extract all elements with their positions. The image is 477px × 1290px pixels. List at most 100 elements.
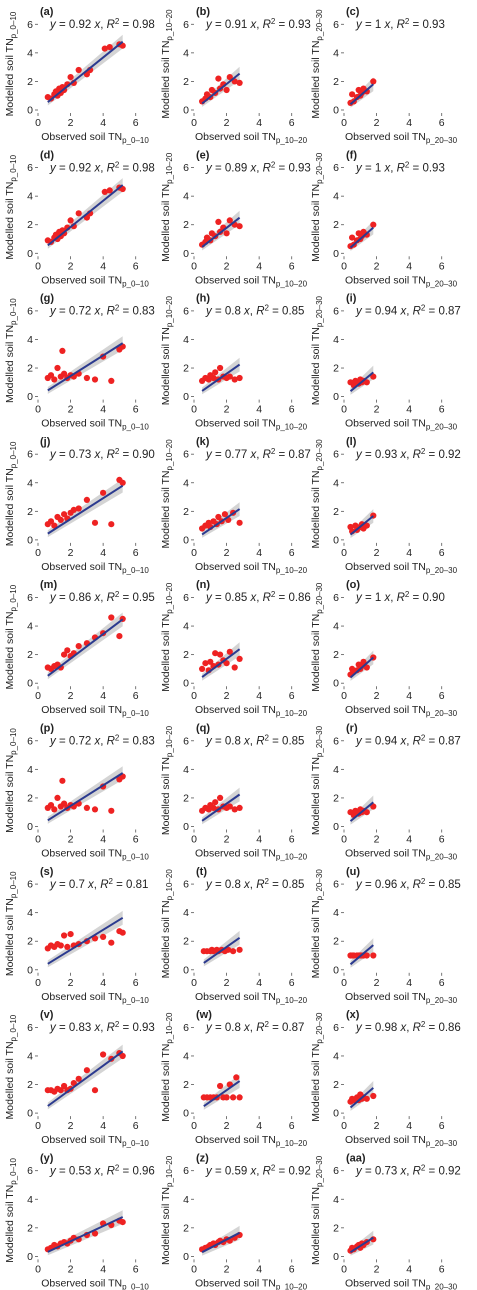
fit-line — [47, 916, 124, 965]
y-axis-label: Modelled soil TNp_0–10 — [4, 298, 18, 403]
x-tick-label: 6 — [133, 1263, 139, 1275]
x-tick-label: 2 — [224, 690, 230, 702]
data-point — [51, 376, 58, 383]
regression-equation: y = 1 x, R2 = 0.93 — [355, 160, 445, 174]
data-point — [57, 516, 64, 524]
x-tick-label: 2 — [68, 977, 74, 989]
x-tick-label: 6 — [133, 404, 139, 416]
x-tick-label: 2 — [374, 1120, 380, 1132]
x-axis-label: Observed soil TNp_20–30 — [345, 1134, 458, 1148]
panel-c: 0 2 4 6 0 2 4 6 (c)y = 1 x, R2 = 0.93 Observed so… — [310, 6, 458, 145]
data-point — [106, 44, 113, 51]
y-tick-label: 6 — [183, 592, 189, 604]
y-tick-label: 6 — [333, 735, 339, 747]
fit-line — [349, 515, 374, 536]
x-tick-label: 2 — [68, 117, 74, 129]
y-tick-label: 0 — [183, 1108, 189, 1120]
panel-label: (t) — [196, 866, 207, 878]
panel-label: (p) — [40, 723, 54, 735]
panel-i: 0 2 4 6 0 2 4 6 (i)y = 0.94 x, R2 = 0.87 Observed… — [310, 293, 461, 432]
data-point — [226, 648, 233, 655]
x-tick-label: 6 — [133, 547, 139, 559]
y-tick-label: 6 — [183, 1022, 189, 1034]
panel-label: (s) — [40, 866, 54, 878]
data-point — [215, 513, 222, 521]
data-point — [54, 794, 61, 802]
x-tick-label: 0 — [191, 404, 197, 416]
data-point — [226, 217, 233, 224]
data-point — [75, 66, 82, 74]
data-point — [217, 1082, 224, 1090]
y-tick-label: 0 — [333, 248, 339, 260]
x-axis-label: Observed soil TNp_20–30 — [345, 131, 458, 145]
y-tick-label: 2 — [333, 219, 339, 231]
y-tick-label: 2 — [333, 649, 339, 661]
y-tick-label: 4 — [27, 1050, 33, 1062]
x-tick-label: 2 — [224, 260, 230, 272]
x-tick-label: 4 — [100, 260, 106, 272]
regression-equation: y = 0.94 x, R2 = 0.87 — [355, 304, 461, 318]
y-tick-label: 6 — [27, 1022, 33, 1034]
fit-line — [349, 226, 374, 249]
regression-equation: y = 0.8 x, R2 = 0.85 — [205, 734, 304, 748]
x-tick-label: 0 — [341, 1120, 347, 1132]
y-axis-label: Modelled soil TNp_20–30 — [310, 725, 324, 835]
data-point — [236, 946, 243, 953]
panel-label: (m) — [40, 579, 57, 591]
data-point — [202, 660, 209, 667]
y-tick-label: 6 — [183, 1165, 189, 1177]
fit-line — [201, 648, 241, 678]
fit-line — [47, 342, 124, 392]
x-tick-label: 6 — [439, 260, 445, 272]
panel-q: 0 2 4 6 0 2 4 6 (q)y = 0.8 x, R2 = 0.85 Observed … — [160, 723, 308, 862]
panel-w: 0 2 4 6 0 2 4 6 (w)y = 0.8 x, R2 = 0.87 Observed … — [160, 1009, 308, 1148]
x-tick-label: 4 — [256, 260, 262, 272]
y-axis-label: Modelled soil TNp_0–10 — [4, 1157, 18, 1262]
y-axis-label: Modelled soil TNp_10–20 — [160, 1012, 174, 1122]
y-tick-label: 2 — [183, 1222, 189, 1234]
y-tick-label: 6 — [27, 879, 33, 891]
y-tick-label: 0 — [333, 821, 339, 833]
y-tick-label: 4 — [27, 1194, 33, 1206]
x-tick-label: 2 — [68, 260, 74, 272]
panel-l: 0 2 4 6 0 2 4 6 (l)y = 0.93 x, R2 = 0.92 Observed… — [310, 436, 461, 575]
y-axis-label: Modelled soil TNp_10–20 — [160, 439, 174, 549]
x-axis-label: Observed soil TNp_0–10 — [41, 561, 149, 575]
data-point — [236, 519, 243, 526]
y-tick-label: 2 — [183, 219, 189, 231]
data-point — [223, 86, 230, 94]
fit-line — [201, 1231, 241, 1254]
y-tick-label: 4 — [27, 907, 33, 919]
data-point — [61, 800, 68, 807]
data-point — [230, 948, 237, 955]
x-axis-label: Observed soil TNp_0–10 — [41, 1134, 149, 1148]
data-point — [236, 374, 243, 382]
y-tick-label: 4 — [333, 477, 339, 489]
y-tick-label: 6 — [27, 162, 33, 174]
x-axis-label: Observed soil TNp_0–10 — [41, 704, 149, 718]
panel-h: 0 2 4 6 0 2 4 6 (h)y = 0.8 x, R2 = 0.85 Observed … — [160, 293, 308, 432]
y-tick-label: 4 — [27, 47, 33, 59]
panel-label: (c) — [346, 6, 360, 18]
y-axis-label: Modelled soil TNp_20–30 — [310, 295, 324, 405]
panel-d: 0 2 4 6 0 2 4 6 (d)y = 0.92 x, R2 = 0.98 Observed… — [4, 149, 155, 288]
data-point — [83, 496, 90, 503]
panel-label: (k) — [196, 436, 210, 448]
data-point — [236, 223, 243, 230]
fit-line — [349, 656, 374, 679]
data-point — [108, 939, 115, 946]
data-point — [59, 347, 66, 354]
y-tick-label: 2 — [27, 1079, 33, 1091]
data-point — [75, 643, 82, 650]
y-tick-label: 4 — [333, 1050, 339, 1062]
y-tick-label: 2 — [27, 1222, 33, 1234]
y-tick-label: 4 — [183, 334, 189, 346]
x-axis-label: Observed soil TNp_0–10 — [41, 131, 149, 145]
y-tick-label: 0 — [183, 1251, 189, 1263]
x-tick-label: 0 — [191, 690, 197, 702]
y-axis-label: Modelled soil TNp_0–10 — [4, 154, 18, 259]
panel-label: (l) — [346, 436, 357, 448]
x-axis-label: Observed soil TNp_10–20 — [195, 1277, 308, 1290]
data-point — [231, 376, 238, 383]
regression-equation: y = 0.72 x, R2 = 0.83 — [49, 734, 155, 748]
